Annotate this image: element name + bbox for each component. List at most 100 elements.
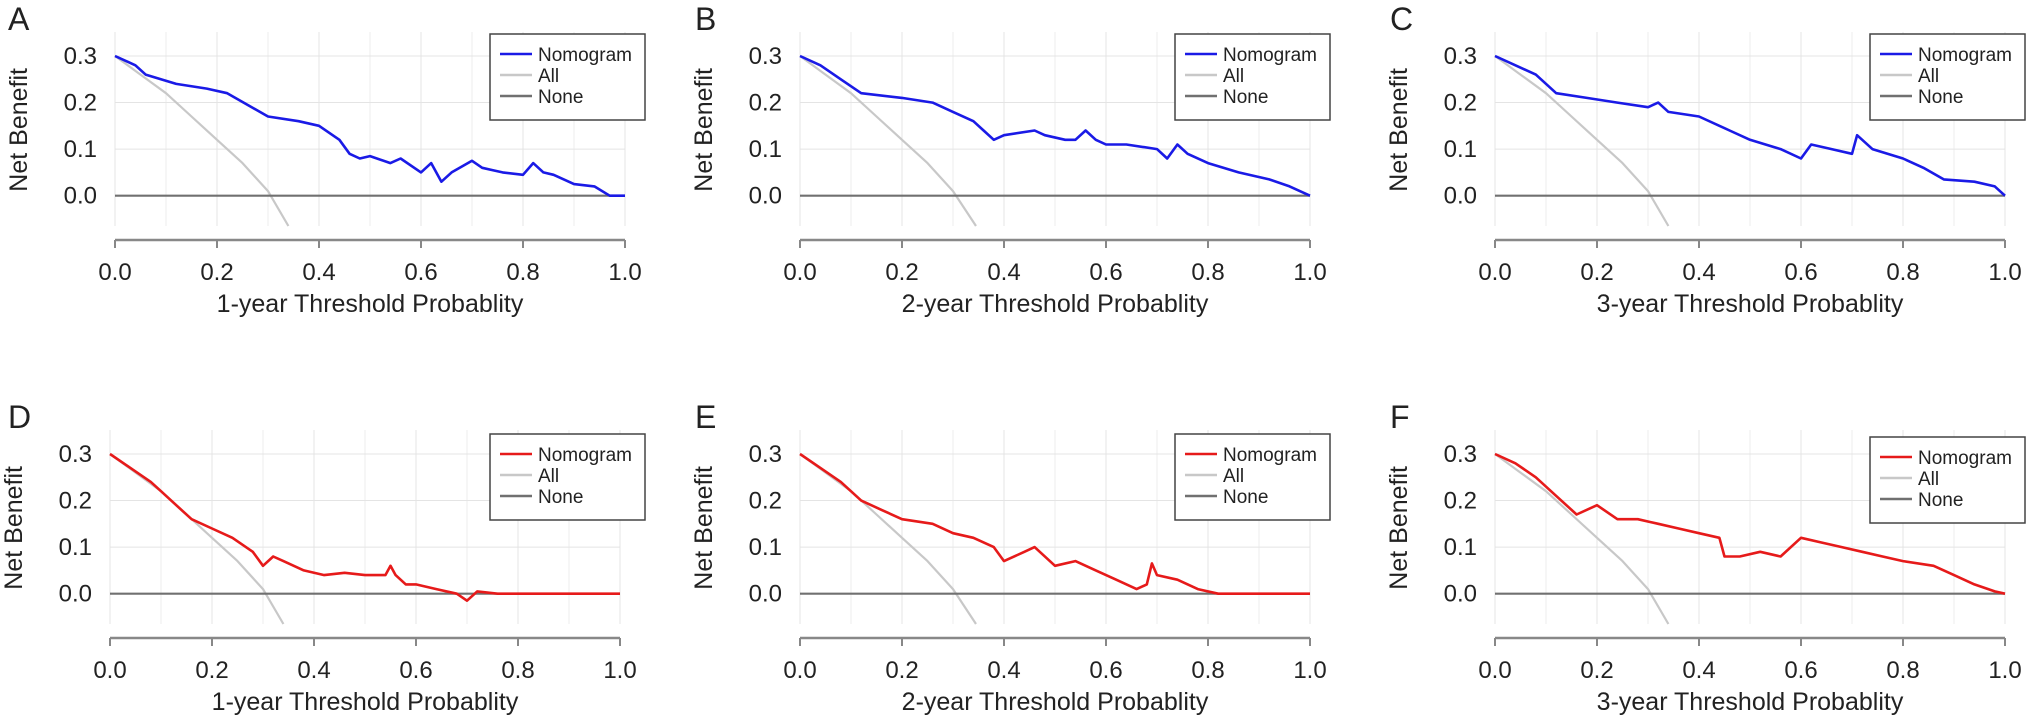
panel-e: 0.0 0.2 0.4 0.6 0.8 1.0 2-year Threshold Proba…: [690, 399, 1331, 716]
y-tick-label: 0.0: [59, 581, 92, 608]
x-tick-label: 0.8: [1191, 259, 1224, 286]
legend-label-none: None: [1918, 490, 1963, 511]
x-tick-label: 0.8: [506, 259, 539, 286]
legend-label-nomogram: Nomogram: [1918, 45, 2012, 66]
legend-label-nomogram: Nomogram: [1918, 448, 2012, 469]
legend-label-none: None: [1918, 87, 1963, 108]
x-axis-title: 3-year Threshold Probablity: [1597, 290, 1904, 318]
y-tick-label: 0.0: [749, 581, 782, 608]
legend-label-nomogram: Nomogram: [538, 445, 632, 466]
x-tick-label: 0.2: [885, 657, 918, 684]
x-tick-label: 0.4: [1682, 657, 1715, 684]
y-tick-label: 0.2: [1444, 90, 1477, 117]
x-tick-label: 0.4: [302, 259, 335, 286]
x-tick-label: 0.2: [885, 259, 918, 286]
y-axis-title: Net Benefit: [1385, 466, 1413, 590]
x-tick-label: 0.2: [200, 259, 233, 286]
x-axis-title: 2-year Threshold Probablity: [902, 290, 1209, 318]
x-tick-label: 0.4: [987, 259, 1020, 286]
x-axis-title: 3-year Threshold Probablity: [1597, 688, 1904, 716]
legend-box: [1174, 33, 1331, 121]
series-line-all: [109, 453, 285, 625]
x-tick-label: 0.0: [1478, 259, 1511, 286]
series-line-all: [799, 55, 977, 227]
y-tick-label: 0.1: [1444, 136, 1477, 163]
x-tick-label: 0.4: [987, 657, 1020, 684]
series-line-all: [114, 55, 290, 227]
y-axis-title: Net Benefit: [690, 466, 718, 590]
x-tick-label: 1.0: [1988, 259, 2021, 286]
x-tick-label: 0.8: [1886, 657, 1919, 684]
series-line-nomogram: [109, 452, 620, 603]
series-line-nomogram: [1494, 54, 2006, 197]
x-tick-label: 0.0: [783, 259, 816, 286]
y-axis-title: Net Benefit: [0, 466, 28, 590]
legend-label-none: None: [538, 87, 583, 108]
legend-box: [1869, 33, 2026, 121]
x-tick-label: 0.4: [1682, 259, 1715, 286]
series-line-nomogram: [799, 452, 1310, 596]
y-tick-label: 0.2: [1444, 488, 1477, 515]
series-line-all: [799, 453, 977, 625]
x-tick-label: 0.6: [1784, 259, 1817, 286]
x-tick-label: 1.0: [608, 259, 641, 286]
panel-label: A: [8, 1, 30, 37]
panel-label: E: [695, 399, 716, 435]
x-axis-title: 1-year Threshold Probablity: [217, 290, 524, 318]
legend-label-all: All: [1918, 66, 1939, 87]
legend-label-nomogram: Nomogram: [1223, 445, 1317, 466]
y-tick-label: 0.0: [1444, 183, 1477, 210]
x-tick-label: 0.8: [1191, 657, 1224, 684]
series-line-all: [1494, 55, 1670, 227]
legend-label-all: All: [1223, 66, 1244, 87]
y-tick-label: 0.2: [59, 488, 92, 515]
legend-label-none: None: [1223, 87, 1268, 108]
series-line-nomogram: [1494, 452, 2006, 595]
panel-label: F: [1390, 399, 1410, 435]
y-tick-label: 0.3: [749, 43, 782, 70]
y-axis-title: Net Benefit: [1385, 68, 1413, 192]
panel-b: 0.0 0.2 0.4 0.6 0.8 1.0 2-year Threshold Proba…: [690, 1, 1331, 318]
y-tick-label: 0.1: [1444, 534, 1477, 561]
x-tick-label: 0.0: [1478, 657, 1511, 684]
x-tick-label: 1.0: [1988, 657, 2021, 684]
series-line-all: [1494, 453, 1670, 625]
y-tick-label: 0.0: [64, 183, 97, 210]
x-tick-label: 0.2: [1580, 259, 1613, 286]
panel-label: C: [1390, 1, 1413, 37]
x-tick-label: 0.6: [1089, 657, 1122, 684]
panel-label: D: [8, 399, 31, 435]
legend-label-all: All: [1223, 466, 1244, 487]
panel-f: 0.0 0.2 0.4 0.6 0.8 1.0 3-year Threshold Proba…: [1385, 399, 2026, 716]
x-axis-title: 2-year Threshold Probablity: [902, 688, 1209, 716]
y-tick-label: 0.1: [749, 534, 782, 561]
legend-label-all: All: [538, 466, 559, 487]
x-tick-label: 0.0: [93, 657, 126, 684]
series-line-nomogram: [114, 54, 625, 197]
legend-box: [1174, 433, 1331, 521]
y-axis-title: Net Benefit: [5, 68, 33, 192]
y-tick-label: 0.3: [64, 43, 97, 70]
panel-label: B: [695, 1, 716, 37]
x-tick-label: 0.8: [1886, 259, 1919, 286]
panel-a: 0.0 0.2 0.4 0.6 0.8 1.0 1-year Threshold Proba…: [5, 1, 646, 318]
x-tick-label: 0.6: [404, 259, 437, 286]
x-tick-label: 0.8: [501, 657, 534, 684]
x-tick-label: 0.6: [399, 657, 432, 684]
legend-box: [1869, 436, 2026, 524]
panel-d: 0.0 0.2 0.4 0.6 0.8 1.0 1-year Threshold Proba…: [0, 399, 646, 716]
x-tick-label: 0.0: [98, 259, 131, 286]
y-tick-label: 0.2: [64, 90, 97, 117]
x-tick-label: 1.0: [603, 657, 636, 684]
y-tick-label: 0.3: [749, 441, 782, 468]
y-tick-label: 0.1: [59, 534, 92, 561]
legend-label-nomogram: Nomogram: [1223, 45, 1317, 66]
x-tick-label: 0.0: [783, 657, 816, 684]
legend-label-none: None: [1223, 487, 1268, 508]
x-tick-label: 1.0: [1293, 259, 1326, 286]
y-tick-label: 0.3: [1444, 441, 1477, 468]
